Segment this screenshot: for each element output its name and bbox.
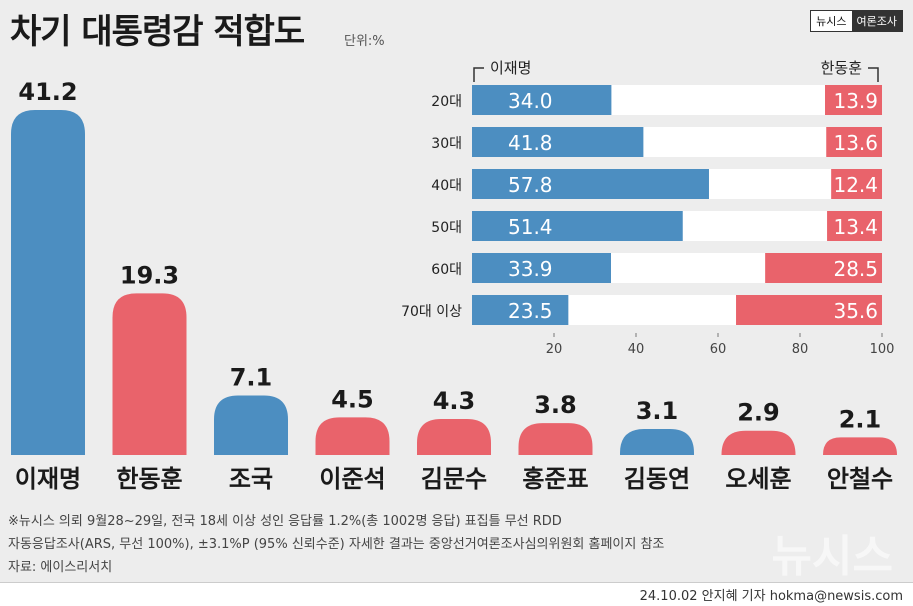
age-category-label: 20대 bbox=[431, 94, 462, 110]
age-bar-한동훈 bbox=[826, 127, 882, 157]
age-category-label: 70대 이상 bbox=[401, 304, 462, 320]
footer-bar bbox=[0, 582, 913, 606]
bar-6 bbox=[518, 423, 593, 455]
bar-8 bbox=[721, 430, 796, 455]
age-value-label: 41.8 bbox=[508, 131, 553, 155]
age-bar-한동훈 bbox=[736, 295, 882, 325]
category-label: 안철수 bbox=[827, 465, 893, 493]
category-label: 오세훈 bbox=[725, 465, 791, 493]
survey-note-2: 자동응답조사(ARS, 무선 100%), ±3.1%P (95% 신뢰수준) … bbox=[8, 537, 665, 552]
age-bar-한동훈 bbox=[831, 169, 882, 199]
bar-9 bbox=[823, 437, 897, 455]
bar-value-label: 2.1 bbox=[839, 405, 882, 433]
age-bar-한동훈 bbox=[825, 85, 882, 115]
age-value-label: 34.0 bbox=[508, 89, 553, 113]
bar-value-label: 4.3 bbox=[433, 387, 476, 415]
age-category-label: 60대 bbox=[431, 262, 462, 278]
x-tick-label: 60 bbox=[710, 342, 727, 357]
age-bar-이재명 bbox=[472, 253, 611, 283]
bar-value-label: 2.9 bbox=[737, 399, 780, 427]
age-bar-이재명 bbox=[472, 211, 683, 241]
category-label: 이준석 bbox=[319, 465, 385, 493]
age-bar-이재명 bbox=[472, 295, 569, 325]
unit-label: 단위:% bbox=[344, 34, 385, 49]
age-bar-이재명 bbox=[472, 169, 709, 199]
bar-value-label: 4.5 bbox=[331, 385, 374, 413]
x-tick-label: 40 bbox=[628, 342, 645, 357]
brand-badge: 뉴시스 여론조사 bbox=[810, 10, 903, 32]
age-value-label: 13.6 bbox=[833, 131, 878, 155]
age-value-label: 35.6 bbox=[833, 299, 878, 323]
age-value-label: 28.5 bbox=[833, 257, 878, 281]
category-label: 한동훈 bbox=[116, 465, 182, 493]
source-note: 자료: 에이스리서치 bbox=[8, 560, 113, 575]
bar-4 bbox=[315, 417, 390, 455]
bar-1 bbox=[11, 110, 85, 455]
bar-5 bbox=[417, 418, 491, 455]
bar-value-label: 7.1 bbox=[230, 364, 273, 392]
legend-label-이재명: 이재명 bbox=[490, 59, 531, 77]
category-label: 이재명 bbox=[15, 465, 81, 493]
age-value-label: 51.4 bbox=[508, 215, 553, 239]
category-label: 김동연 bbox=[624, 465, 690, 493]
bar-value-label: 41.2 bbox=[18, 78, 77, 106]
legend-bracket-right bbox=[868, 67, 879, 82]
age-bar-이재명 bbox=[472, 85, 612, 115]
age-bar-이재명 bbox=[472, 127, 644, 157]
x-tick-label: 100 bbox=[870, 342, 895, 357]
main-bar-chart: 41.2 이재명 19.3 한동훈 7.1 조국 4.5 이준석 4.3 김문수 3.8 홍준표 3.1… bbox=[11, 78, 897, 493]
bar-value-label: 3.1 bbox=[636, 397, 679, 425]
brand-section: 여론조사 bbox=[851, 11, 902, 31]
survey-note-1: ※뉴시스 의뢰 9월28~29일, 전국 18세 이상 성인 응답률 1.2%(… bbox=[8, 514, 562, 529]
age-value-label: 23.5 bbox=[508, 299, 553, 323]
age-bar-한동훈 bbox=[827, 211, 882, 241]
credit-line: 24.10.02 안지혜 기자 hokma@newsis.com bbox=[639, 589, 903, 604]
x-tick-label: 80 bbox=[792, 342, 809, 357]
chart-title: 차기 대통령감 적합도 bbox=[10, 12, 305, 52]
bar-value-label: 19.3 bbox=[120, 261, 179, 289]
bar-2 bbox=[112, 293, 187, 455]
brand-name: 뉴시스 bbox=[811, 11, 852, 31]
watermark-logo: 뉴시스 bbox=[771, 531, 893, 582]
age-category-label: 50대 bbox=[431, 220, 462, 236]
age-bar-한동훈 bbox=[765, 253, 882, 283]
bar-7 bbox=[620, 429, 694, 455]
category-label: 김문수 bbox=[421, 465, 487, 493]
age-breakdown-chart: 20대 34.0 13.9 30대 41.8 13.6 40대 57.8 12.4 50대 51.4… bbox=[401, 59, 895, 357]
age-value-label: 13.9 bbox=[833, 89, 878, 113]
age-value-label: 57.8 bbox=[508, 173, 553, 197]
x-tick-label: 20 bbox=[546, 342, 563, 357]
age-category-label: 40대 bbox=[431, 178, 462, 194]
legend-bracket-left bbox=[473, 67, 484, 82]
category-label: 조국 bbox=[229, 465, 273, 493]
bar-3 bbox=[214, 395, 288, 455]
legend-label-한동훈: 한동훈 bbox=[821, 59, 862, 77]
bar-value-label: 3.8 bbox=[534, 391, 577, 419]
age-value-label: 13.4 bbox=[833, 215, 878, 239]
age-category-label: 30대 bbox=[431, 136, 462, 152]
age-value-label: 12.4 bbox=[833, 173, 878, 197]
age-value-label: 33.9 bbox=[508, 257, 553, 281]
category-label: 홍준표 bbox=[522, 465, 588, 493]
